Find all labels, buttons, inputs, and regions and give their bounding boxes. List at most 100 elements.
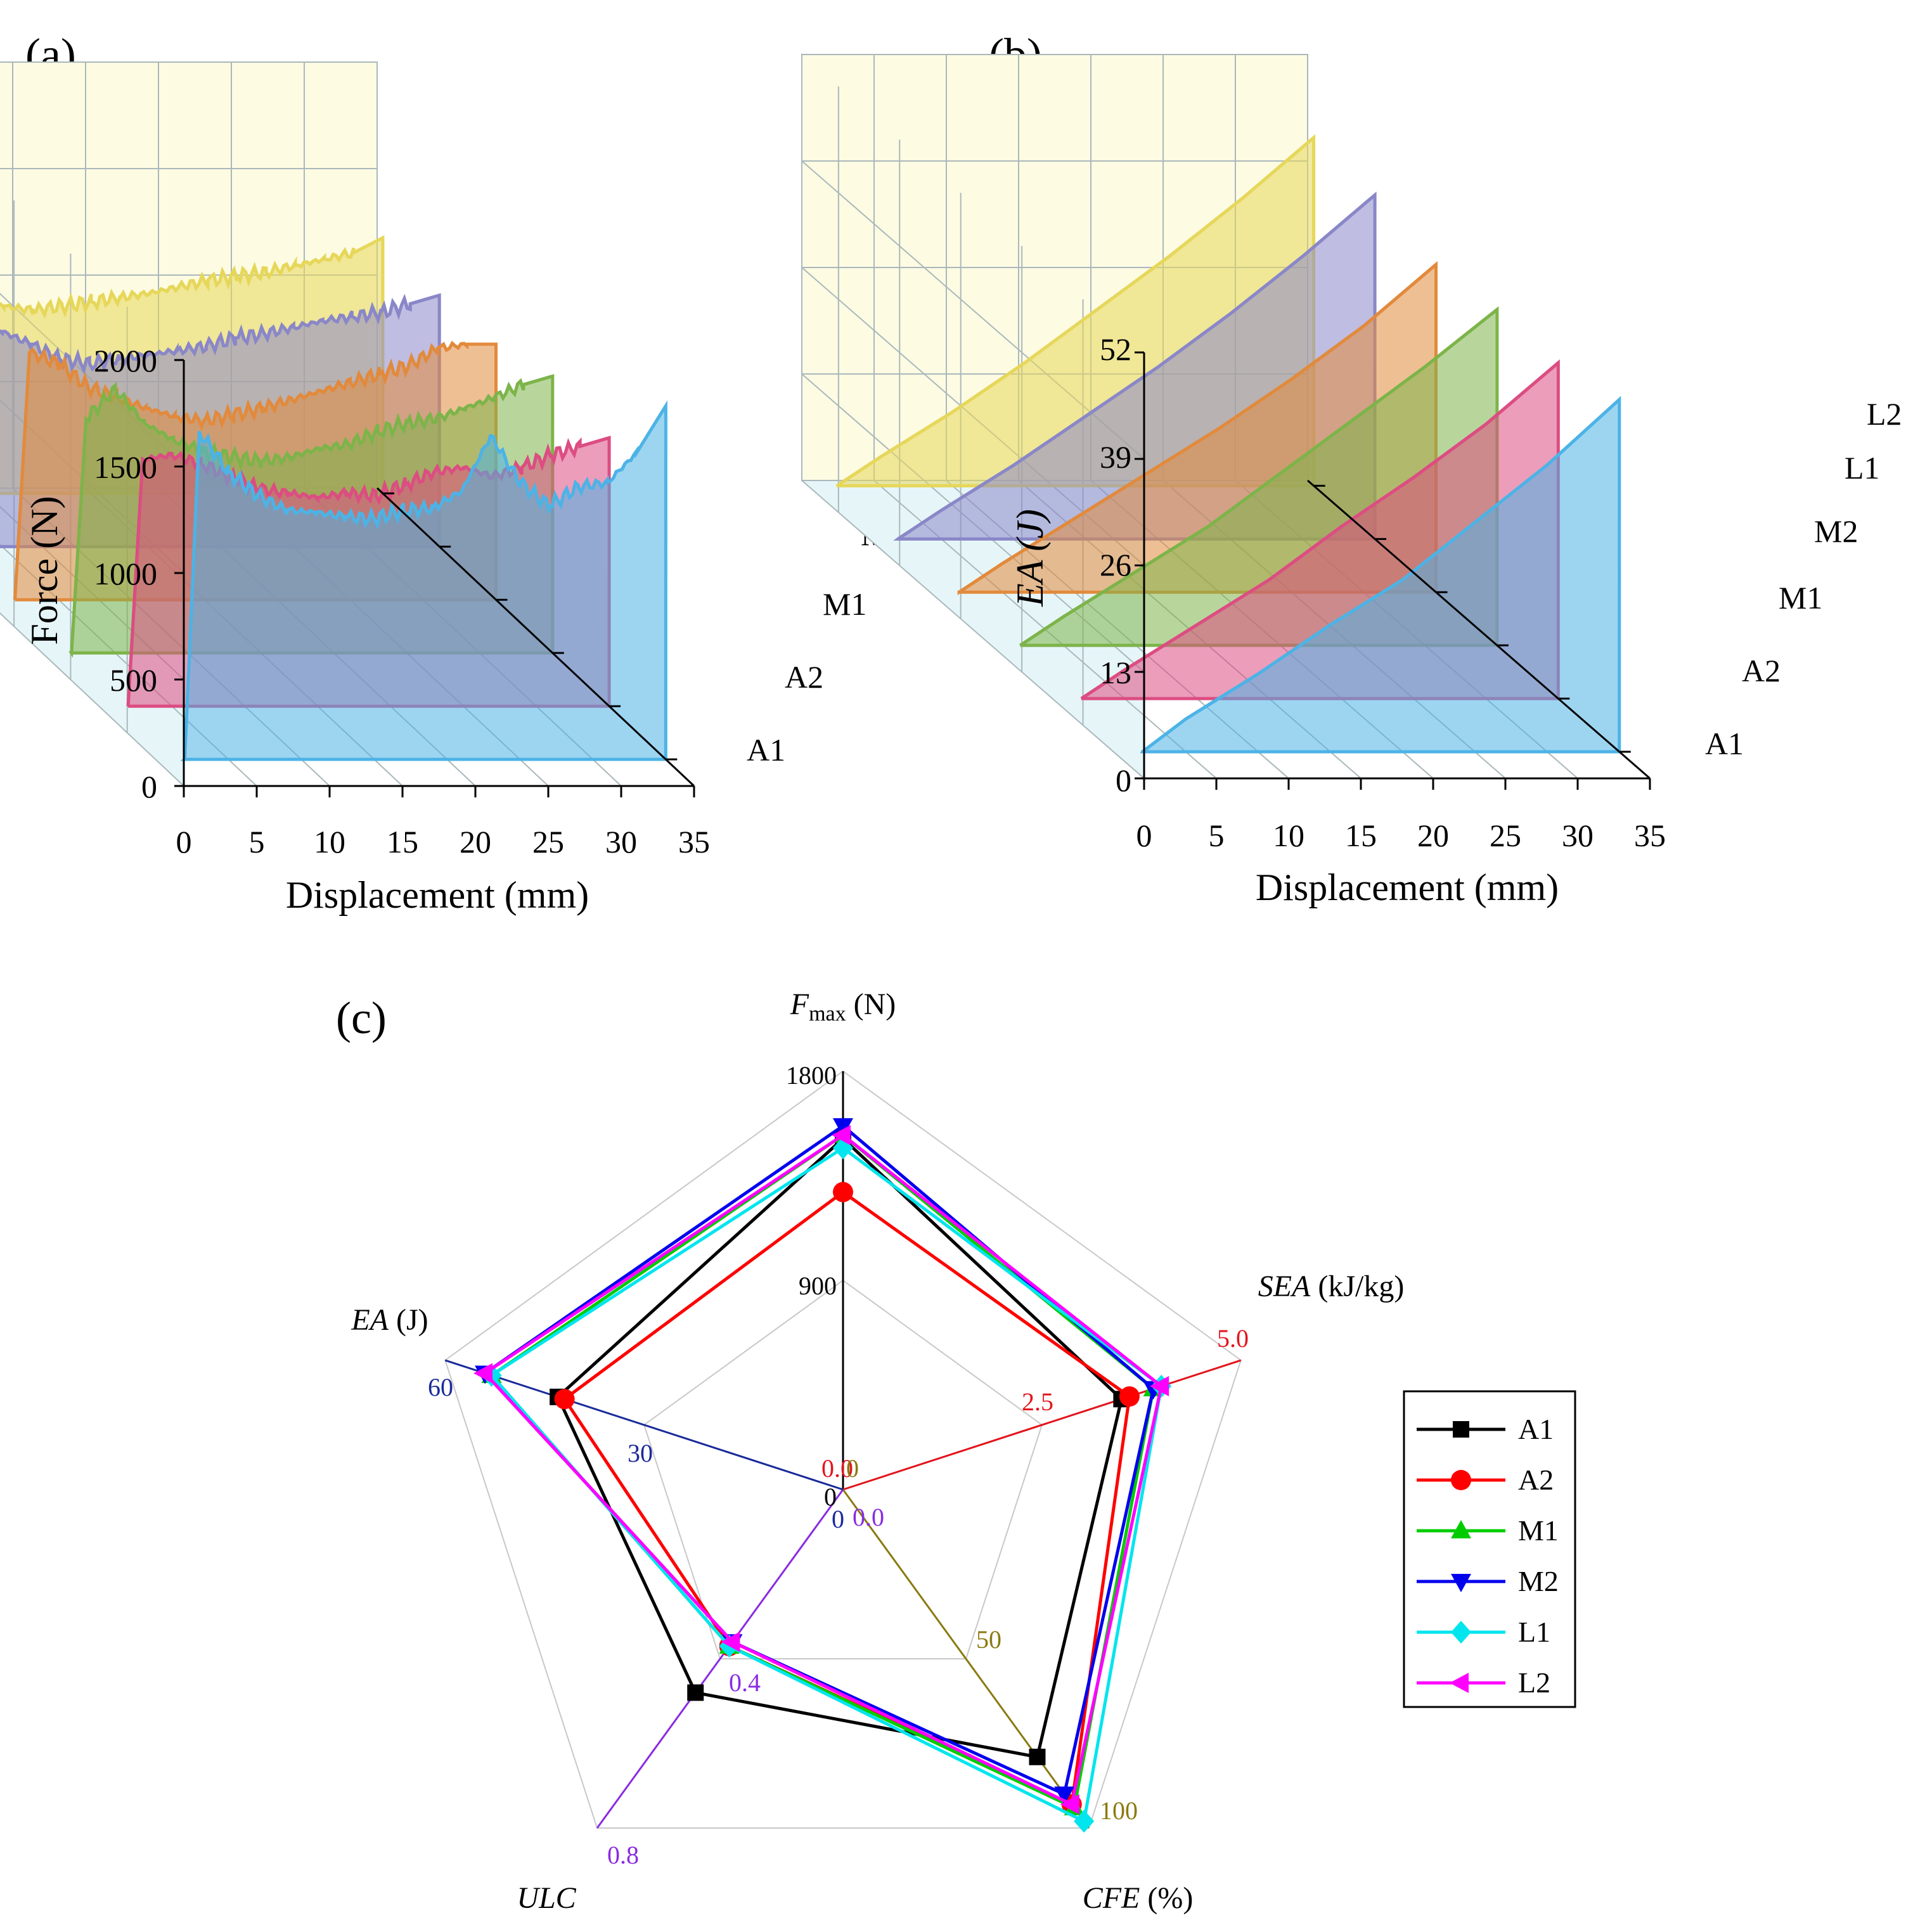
b-zlabel-A2: A2 xyxy=(1742,653,1780,688)
a-xtick: 30 xyxy=(605,824,637,860)
radar-axes xyxy=(444,1071,1242,1829)
marker-M1 xyxy=(1451,1520,1471,1538)
radar-web-ring xyxy=(643,1279,1043,1659)
b-xtick: 35 xyxy=(1634,818,1666,853)
line-M1 xyxy=(70,374,553,654)
ea-symbol: EA xyxy=(351,1303,389,1337)
marker-A2 xyxy=(1451,1470,1471,1490)
marker-A2 xyxy=(833,1182,853,1202)
fmax-tick: 1800 xyxy=(786,1061,837,1090)
legend-label-M1: M1 xyxy=(1518,1514,1559,1547)
cfe-tick: 50 xyxy=(976,1625,1001,1654)
a-x-axis-title: Displacement (mm) xyxy=(286,874,589,916)
marker-A1 xyxy=(1453,1421,1469,1438)
fmax-tick: 0 xyxy=(824,1483,837,1511)
ea-unit: (J) xyxy=(389,1303,428,1337)
b-xtick: 30 xyxy=(1562,818,1593,853)
ea-tick: 30 xyxy=(628,1439,653,1467)
panel-b-axes xyxy=(1135,351,1651,790)
marker-L2 xyxy=(1060,1794,1079,1815)
panel-b-series-axis-labels: A1 A2 M1 M2 L1 L2 xyxy=(1705,396,1902,761)
b-ytick: 52 xyxy=(1100,332,1131,367)
a-ytick: 500 xyxy=(110,662,157,698)
line-A2 xyxy=(1080,361,1560,700)
panel-a-series xyxy=(0,235,667,761)
b-zlabel-M2: M2 xyxy=(1814,513,1858,549)
legend-box xyxy=(1403,1390,1576,1708)
b-zlabel-A1: A1 xyxy=(1705,726,1744,761)
radar-series xyxy=(473,1118,1172,1833)
line-A1 xyxy=(1141,398,1621,753)
a-xtick: 20 xyxy=(460,824,491,860)
marker-L2 xyxy=(721,1632,740,1652)
cfe-unit: (%) xyxy=(1140,1881,1193,1915)
fmax-symbol: F xyxy=(790,988,809,1021)
ulc-tick: 0.0 xyxy=(853,1503,884,1531)
ulc-tick: 0.4 xyxy=(729,1668,761,1697)
panel-a-axes xyxy=(174,359,695,797)
sea-symbol: SEA xyxy=(1258,1270,1311,1303)
a-ytick: 1000 xyxy=(94,556,157,591)
marker-M2 xyxy=(833,1118,853,1137)
radar-axis-line xyxy=(842,1359,1242,1491)
a-xtick: 0 xyxy=(176,824,192,860)
a-xtick: 15 xyxy=(387,824,418,860)
a-y-axis-title: Force (N) xyxy=(23,496,65,645)
ulc-tick: 0.8 xyxy=(607,1841,639,1869)
a-ytick: 1500 xyxy=(94,449,157,485)
a-zlabel-A1: A1 xyxy=(747,732,785,768)
b-xtick: 25 xyxy=(1490,818,1521,853)
fmax-unit: (N) xyxy=(846,988,896,1021)
a-ytick: 0 xyxy=(141,769,157,804)
cfe-symbol: CFE xyxy=(1083,1881,1140,1915)
marker-M2 xyxy=(1451,1574,1471,1592)
marker-L2 xyxy=(1450,1673,1469,1693)
sea-tick: 5.0 xyxy=(1217,1324,1249,1353)
line-M2 xyxy=(958,263,1438,594)
a-xtick: 5 xyxy=(249,824,265,860)
b-ytick: 39 xyxy=(1100,439,1131,475)
ea-tick: 60 xyxy=(428,1373,453,1401)
marker-A1 xyxy=(687,1684,704,1701)
radar-axis-cfe: CFE (%) xyxy=(1083,1881,1194,1915)
panel-b-energy-chart: (b) 0 13 26 39 52 0 5 10 15 20 25 30 35 … xyxy=(801,29,1902,908)
radar-axis-line xyxy=(842,1489,1090,1829)
b-xtick: 10 xyxy=(1273,818,1304,853)
marker-L2 xyxy=(1150,1375,1169,1396)
fmax-tick: 900 xyxy=(799,1272,837,1300)
marker-A1 xyxy=(1029,1748,1046,1765)
panel-a-force-chart: (a) 0 500 1000 1500 2000 0 5 10 15 20 25… xyxy=(0,29,951,916)
cfe-tick: 0 xyxy=(846,1454,859,1483)
line-L1 xyxy=(0,293,440,375)
b-ytick: 13 xyxy=(1100,655,1131,690)
z-axis xyxy=(1307,479,1651,780)
line-M1 xyxy=(1019,308,1498,647)
a-xtick: 25 xyxy=(532,824,564,860)
line-M2 xyxy=(13,340,496,600)
b-y-axis-title: EA (J) xyxy=(1009,509,1051,607)
a-zlabel-A2: A2 xyxy=(785,659,823,695)
b-xtick: 5 xyxy=(1209,818,1225,853)
radar-axis-fmax: Fmax (N) xyxy=(790,988,896,1026)
panel-a-x-tick-labels: 0 5 10 15 20 25 30 35 xyxy=(176,824,711,860)
b-zlabel-M1: M1 xyxy=(1779,580,1822,615)
line-L1 xyxy=(897,193,1376,541)
marker-M2 xyxy=(1054,1786,1075,1805)
legend-label-A2: A2 xyxy=(1518,1464,1554,1496)
cfe-tick: 100 xyxy=(1100,1796,1138,1825)
b-xtick: 0 xyxy=(1136,818,1152,853)
a-zlabel-M1: M1 xyxy=(823,586,866,622)
legend-label-M2: M2 xyxy=(1518,1565,1559,1597)
ea-tick: 0 xyxy=(832,1505,844,1533)
b-zlabel-L1: L1 xyxy=(1845,450,1880,486)
z-axis xyxy=(376,487,695,787)
marker-L2 xyxy=(832,1124,851,1145)
radar-axis-ea: EA (J) xyxy=(351,1303,428,1337)
panel-c-label: (c) xyxy=(336,993,387,1043)
sea-tick: 2.5 xyxy=(1022,1388,1053,1416)
b-ytick: 0 xyxy=(1116,763,1131,798)
marker-L2 xyxy=(473,1363,493,1384)
panel-c-radar-chart: (c) Fmax (N) SEA (kJ/kg) CFE (%) ULC EA … xyxy=(336,988,1576,1915)
panel-b-x-tick-labels: 0 5 10 15 20 25 30 35 xyxy=(1136,818,1666,853)
legend-label-A1: A1 xyxy=(1518,1413,1554,1445)
